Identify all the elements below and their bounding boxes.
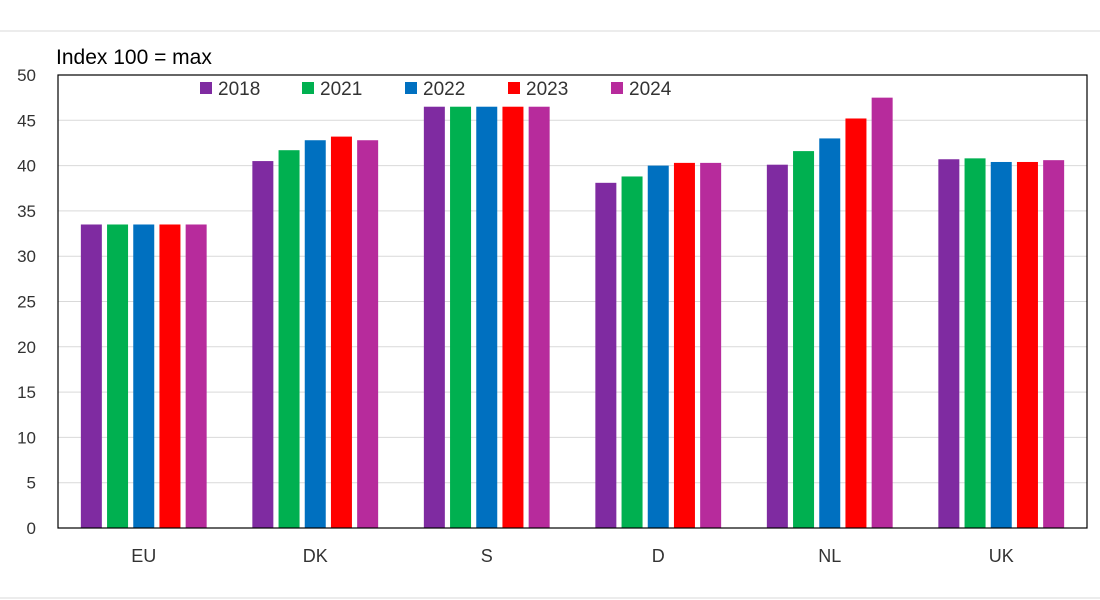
gridlines [58, 119, 1087, 484]
y-tick-label: 25 [17, 293, 36, 312]
bar-d-2022 [647, 165, 669, 528]
legend-swatch-2024 [611, 82, 623, 94]
bar-eu-2021 [107, 224, 129, 529]
y-tick-label: 50 [17, 66, 36, 85]
plot-area-border [57, 74, 1088, 529]
bar-dk-2021 [278, 150, 300, 528]
bar-s-2023 [502, 106, 524, 529]
y-tick-label: 30 [17, 247, 36, 266]
category-label: D [652, 546, 665, 566]
x-axis-categories: EU DK S D NL UK [131, 546, 1014, 566]
bar-nl-2018 [766, 164, 788, 528]
y-axis-ticks: 0 5 10 15 20 25 30 35 40 45 50 [17, 66, 36, 538]
category-label: EU [131, 546, 156, 566]
bars [80, 97, 1065, 529]
bar-uk-2018 [938, 159, 960, 528]
y-tick-label: 20 [17, 338, 36, 357]
y-tick-label: 35 [17, 202, 36, 221]
legend-label: 2023 [526, 79, 568, 100]
legend-label: 2018 [218, 79, 260, 100]
legend-swatch-2021 [302, 82, 314, 94]
category-label: DK [303, 546, 328, 566]
bar-d-2018 [595, 182, 617, 528]
bar-uk-2022 [990, 161, 1012, 528]
y-tick-label: 15 [17, 383, 36, 402]
y-axis-label: Index 100 = max [56, 46, 212, 69]
bar-s-2021 [450, 106, 472, 529]
bar-s-2022 [476, 106, 498, 529]
y-tick-label: 0 [27, 519, 36, 538]
category-label: NL [818, 546, 841, 566]
bar-eu-2022 [133, 224, 155, 529]
bar-uk-2023 [1016, 161, 1038, 528]
category-label: S [481, 546, 493, 566]
bar-uk-2024 [1043, 160, 1065, 528]
bar-dk-2023 [330, 136, 352, 528]
legend: 2018 2021 2022 2023 2024 [200, 79, 672, 100]
bar-eu-2023 [159, 224, 181, 529]
bar-dk-2018 [252, 161, 274, 528]
bar-d-2023 [673, 162, 695, 528]
bar-s-2024 [528, 106, 550, 529]
bar-nl-2024 [871, 97, 893, 529]
y-tick-label: 5 [27, 474, 36, 493]
bar-dk-2022 [304, 140, 326, 528]
legend-swatch-2018 [200, 82, 212, 94]
bar-d-2024 [700, 162, 722, 528]
y-tick-label: 40 [17, 157, 36, 176]
bar-nl-2022 [819, 138, 841, 529]
bar-nl-2023 [845, 118, 867, 528]
legend-label: 2021 [320, 79, 362, 100]
bar-s-2018 [423, 106, 445, 529]
bar-eu-2024 [185, 224, 207, 529]
legend-label: 2024 [629, 79, 672, 100]
legend-label: 2022 [423, 79, 465, 100]
legend-swatch-2022 [405, 82, 417, 94]
y-tick-label: 45 [17, 111, 36, 130]
bar-d-2021 [621, 176, 643, 529]
category-label: UK [989, 546, 1014, 566]
y-tick-label: 10 [17, 428, 36, 447]
bar-eu-2018 [80, 224, 102, 529]
legend-swatch-2023 [508, 82, 520, 94]
bar-dk-2024 [357, 140, 379, 528]
bar-nl-2021 [793, 151, 815, 528]
bar-uk-2021 [964, 158, 986, 529]
